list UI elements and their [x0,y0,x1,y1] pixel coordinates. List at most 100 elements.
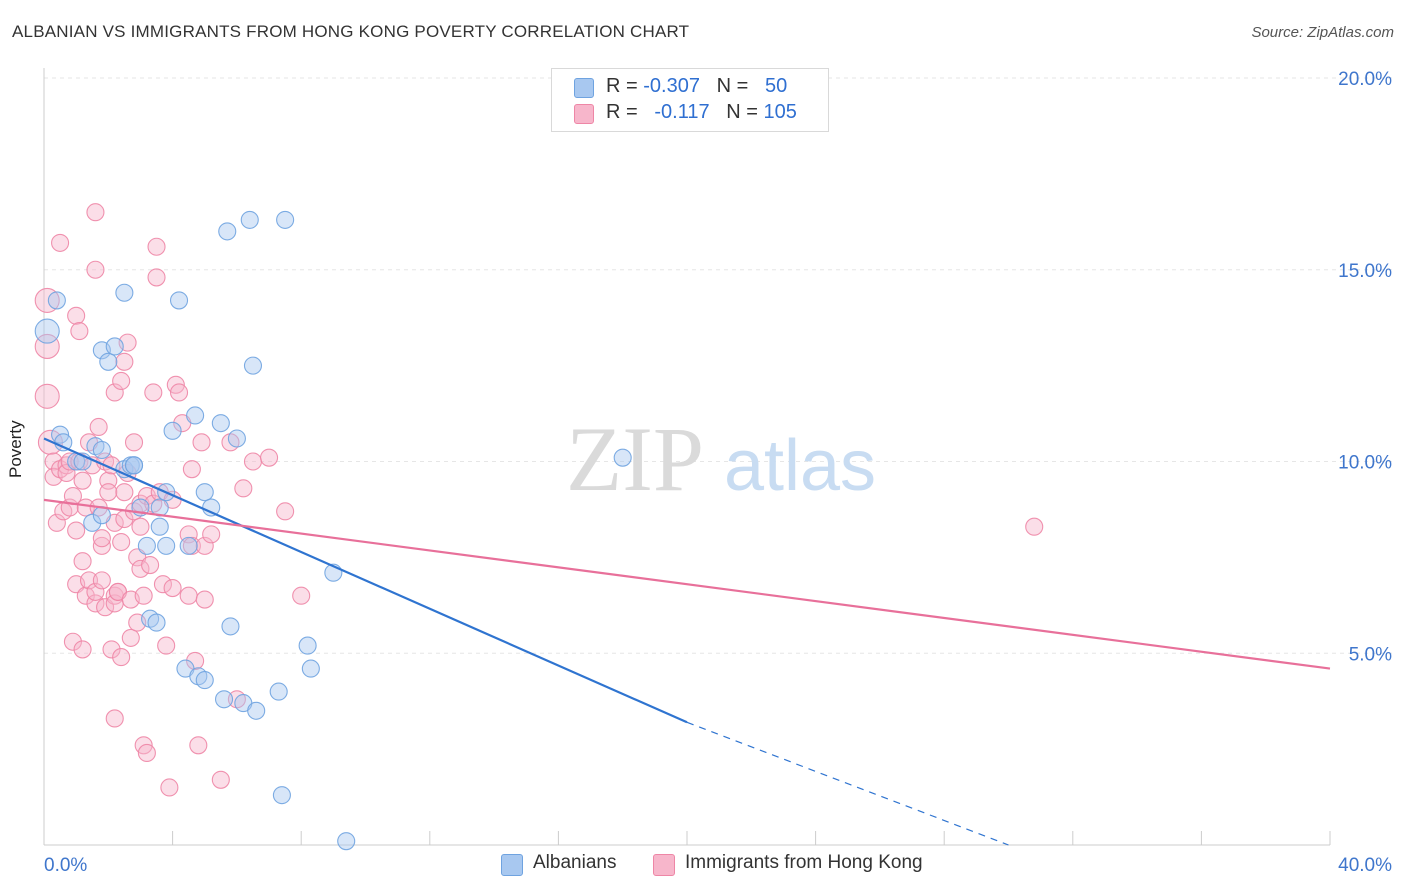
legend-stats-hong-kong: R = -0.117 N = 105 [606,101,797,124]
albanians-point [195,671,214,690]
albanians-point [276,210,295,229]
hong-kong-point [89,417,108,437]
bottom-legend-swatch-hong-kong [653,854,675,876]
hong-kong-point [141,555,160,575]
hong-kong-point [92,536,111,555]
hong-kong-point [182,460,201,479]
hong-kong-point [131,517,150,536]
hong-kong-point [1025,517,1044,536]
hong-kong-point [73,471,92,490]
tick-labels: 5.0% 10.0% 15.0% 20.0% 0.0% 40.0% [44,69,1392,876]
hong-kong-point [259,448,279,467]
hong-kong-point [160,778,179,797]
hong-kong-point [34,333,60,360]
r-label: R = [606,75,644,97]
hong-kong-point [70,322,89,341]
albanians-point [157,536,176,555]
albanians-point [214,690,234,709]
hong-kong-point [147,237,166,256]
hong-kong-point [34,287,60,313]
hong-kong-point [67,306,86,325]
hong-kong-point [189,736,208,755]
hong-kong-point [243,452,263,471]
hong-kong-point [60,452,79,471]
hong-kong-point [105,709,124,728]
hong-kong-point [51,233,70,252]
r-label: R = [606,101,644,123]
x-tick-label-max: 40.0% [1338,855,1392,876]
albanians-point [147,613,166,632]
hong-kong-point [234,479,253,498]
n-label: N = [726,101,764,123]
watermark: ZIP atlas [566,408,876,510]
hong-kong-point [105,383,124,402]
albanians-point [92,440,111,460]
albanians-point [186,406,205,425]
bottom-legend-label-albanians: Albanians [533,852,617,873]
hong-kong-point [144,383,163,402]
albanians-point [272,786,291,805]
albanians-point [99,352,118,371]
y-tick-label: 20.0% [1338,69,1392,90]
hong-kong-point [192,433,211,452]
albanians-point [221,617,240,636]
hong-kong-point [163,579,182,598]
albanians-point [179,536,198,555]
albanians-point [211,414,230,433]
hong-kong-point [92,529,111,548]
watermark-atlas: atlas [724,426,876,506]
hong-kong-point [112,648,131,667]
albanians-point [243,356,263,375]
y-tick-label: 10.0% [1338,453,1392,474]
albanians-point [83,513,102,532]
hong-kong-point [153,575,173,594]
albanians-point [613,448,632,467]
chart-source: Source: ZipAtlas.com [1251,24,1394,41]
hong-kong-point [137,743,156,763]
y-tick-label: 5.0% [1349,644,1392,665]
hong-kong-point [195,536,214,555]
y-axis-label: Poverty [6,420,25,478]
hong-kong-point [34,383,60,409]
legend-swatch-albanians [574,78,594,98]
hong-kong-point [63,632,82,651]
albanians-point [298,636,317,655]
hong-kong-point [115,483,134,502]
hong-kong-point [131,559,150,578]
n-value: 105 [763,101,797,123]
r-value: -0.307 [643,75,700,97]
axes [43,68,1331,846]
hong-kong-point [112,532,131,552]
hong-kong-point [73,640,92,659]
albanians-point [163,421,182,440]
data-points [34,203,1044,851]
albanians-point [169,291,189,310]
albanians-point [124,456,144,475]
watermark-zip: ZIP [566,408,704,510]
x-tick-label-min: 0.0% [44,855,87,876]
hong-kong-point [86,260,105,279]
hong-kong-point [195,590,214,609]
albanians-trend-line [43,437,688,724]
albanians-point [218,222,237,241]
hong-kong-point [292,586,311,605]
hong-kong-point [76,586,95,605]
albanians-point [150,517,169,536]
albanians-point [115,283,134,302]
albanians-point [34,318,60,344]
stats-legend: R = -0.307 N = 50 R = -0.117 N = 105 [551,68,829,132]
hong-kong-point [92,571,111,590]
hong-kong-point [202,525,221,544]
albanians-point [47,291,66,310]
albanians-point [137,536,156,555]
hong-kong-point [99,483,118,502]
albanians-point [301,659,320,678]
albanians-point [227,429,246,448]
legend-stats-albanians: R = -0.307 N = 50 [606,75,787,98]
albanians-point [195,483,214,502]
hong-kong-point [112,371,131,391]
albanians-point [105,337,124,356]
albanians-point [337,832,356,851]
y-tick-label: 15.0% [1338,261,1392,282]
